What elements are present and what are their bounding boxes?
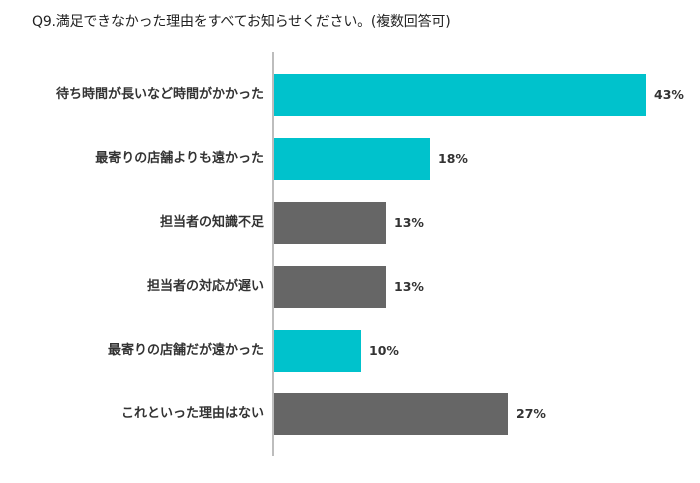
bar — [274, 393, 508, 435]
bar-row: 待ち時間が長いなど時間がかかった 43% — [0, 74, 700, 116]
category-label: これといった理由はない — [120, 406, 264, 421]
bar — [274, 74, 646, 116]
bar — [274, 138, 430, 180]
category-label: 待ち時間が長いなど時間がかかった — [55, 87, 264, 102]
chart-title: Q9.満足できなかった理由をすべてお知らせください。(複数回答可) — [32, 14, 451, 30]
bar-row: 担当者の知識不足 13% — [0, 202, 700, 244]
category-label: 担当者の対応が遅い — [146, 279, 264, 294]
bar — [274, 330, 361, 372]
bar-row: 最寄りの店舗よりも遠かった 18% — [0, 138, 700, 180]
bar-row: 担当者の対応が遅い 13% — [0, 266, 700, 308]
category-axis-line — [272, 52, 274, 456]
category-label: 最寄りの店舗だが遠かった — [107, 343, 264, 358]
bar-row: これといった理由はない 27% — [0, 393, 700, 435]
value-label: 10% — [369, 343, 399, 358]
bar-row: 最寄りの店舗だが遠かった 10% — [0, 330, 700, 372]
value-label: 13% — [394, 279, 424, 294]
value-label: 13% — [394, 215, 424, 230]
category-label: 担当者の知識不足 — [159, 215, 264, 230]
bar — [274, 202, 386, 244]
value-label: 18% — [438, 151, 468, 166]
bar — [274, 266, 386, 308]
value-label: 43% — [654, 87, 684, 102]
category-label: 最寄りの店舗よりも遠かった — [95, 151, 264, 166]
value-label: 27% — [516, 406, 546, 421]
